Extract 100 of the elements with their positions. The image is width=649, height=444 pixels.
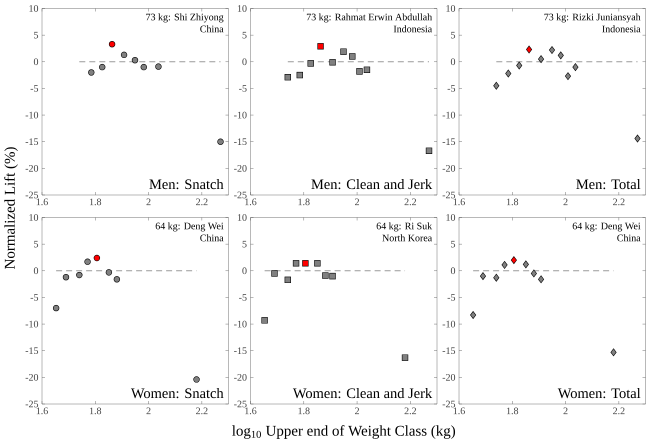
point <box>493 82 500 90</box>
point <box>538 275 544 284</box>
annotation: 64 kg: Deng Wei <box>572 222 640 232</box>
annotation: 73 kg: Shi Zhiyong <box>146 13 224 22</box>
x-tick-label: 2.2 <box>404 408 416 414</box>
y-tick-label: -15 <box>26 347 38 354</box>
point <box>314 260 321 267</box>
point <box>610 348 617 356</box>
point <box>329 59 336 66</box>
point <box>634 134 641 142</box>
point <box>88 69 94 76</box>
y-tick-label: 0 <box>34 267 38 274</box>
x-tick-label: 2 <box>564 198 568 206</box>
point <box>564 72 571 80</box>
x-tick-label: 1.8 <box>90 198 102 206</box>
y-tick-label: 5 <box>242 240 247 248</box>
x-tick-label: 1.8 <box>506 198 518 206</box>
y-tick-label: -25 <box>442 400 456 408</box>
y-tick-label: -15 <box>442 138 456 146</box>
y-tick-label: 10 <box>238 214 247 221</box>
x-tick-label: 1.6 <box>245 408 256 414</box>
point <box>364 66 370 73</box>
y-tick-label: -20 <box>234 164 247 172</box>
x-tick-label: 2.2 <box>404 198 416 206</box>
y-tick-label: 0 <box>242 58 247 66</box>
y-tick-label: -5 <box>30 85 38 92</box>
x-tick-label: 2.2 <box>196 408 208 414</box>
y-tick-label: 10 <box>446 5 456 12</box>
y-tick-label: -5 <box>448 294 456 301</box>
text: Men: Clean and Jerk <box>311 178 432 190</box>
point <box>340 48 347 55</box>
y-tick-label: -10 <box>442 112 456 118</box>
point <box>356 68 363 75</box>
annotation: China <box>200 234 224 242</box>
point <box>52 304 60 312</box>
y-tick-label: -20 <box>26 374 38 381</box>
y-tick-label: 5 <box>451 32 456 38</box>
x-tick-label: 1.8 <box>298 408 310 414</box>
y-tick-label: -15 <box>26 138 38 146</box>
x-axis-title: log$_{10}$ Upper end of Weight Class (kg) <box>232 425 456 439</box>
point <box>530 270 537 278</box>
point <box>84 258 91 265</box>
point <box>349 53 356 60</box>
point <box>302 260 309 267</box>
point <box>322 272 329 279</box>
point <box>76 272 83 278</box>
annotation: Indonesia <box>602 25 641 32</box>
y-tick-label: -20 <box>26 164 38 172</box>
point <box>572 63 578 72</box>
point <box>522 260 529 268</box>
y-tick-label: -10 <box>234 112 247 118</box>
y-tick-label: 5 <box>34 32 38 38</box>
point <box>526 46 532 54</box>
y-tick-label: -15 <box>234 138 247 146</box>
point <box>94 254 100 262</box>
y-tick-label: 10 <box>238 5 247 12</box>
x-tick-label: 1.6 <box>245 198 256 206</box>
x-tick-label: 1.6 <box>36 408 48 414</box>
y-tick-label: 5 <box>451 240 456 248</box>
x-tick-label: 2.2 <box>196 198 208 206</box>
point <box>217 138 224 145</box>
point <box>120 52 128 58</box>
y-tick-label: 0 <box>34 58 38 66</box>
point <box>470 311 476 319</box>
x-tick-label: 2 <box>564 408 568 414</box>
x-tick-label: 2.2 <box>613 408 625 414</box>
point <box>132 56 138 64</box>
y-tick-label: -25 <box>234 400 247 408</box>
annotation: China <box>200 25 224 32</box>
y-tick-label: 5 <box>34 240 38 248</box>
y-tick-label: 0 <box>242 267 247 274</box>
point <box>548 46 555 54</box>
y-tick-label: -5 <box>239 85 247 92</box>
x-tick-label: 1.8 <box>506 408 518 414</box>
y-tick-label: -20 <box>442 374 456 381</box>
point <box>261 317 268 324</box>
point <box>505 70 512 78</box>
text: Men: Snatch <box>149 178 224 190</box>
y-tick-label: 10 <box>446 214 456 221</box>
point <box>308 60 314 67</box>
point <box>99 64 106 70</box>
point <box>284 276 292 284</box>
point <box>62 274 70 280</box>
y-tick-label: 5 <box>242 32 247 38</box>
y-tick-label: -20 <box>442 164 456 172</box>
y-tick-label: -25 <box>26 192 38 198</box>
annotation: 64 kg: Deng Wei <box>156 222 224 232</box>
y-tick-label: -10 <box>26 320 38 328</box>
point <box>114 276 120 283</box>
point <box>271 270 278 277</box>
annotation: North Korea <box>382 234 432 242</box>
point <box>106 269 112 276</box>
y-tick-label: -10 <box>234 320 247 328</box>
point <box>402 354 408 361</box>
x-tick-label: 1.8 <box>298 198 310 206</box>
annotation: 64 kg: Ri Suk <box>376 222 432 232</box>
y-tick-label: -20 <box>234 374 247 381</box>
point <box>108 40 116 48</box>
annotation: China <box>617 234 641 242</box>
point <box>284 74 292 80</box>
